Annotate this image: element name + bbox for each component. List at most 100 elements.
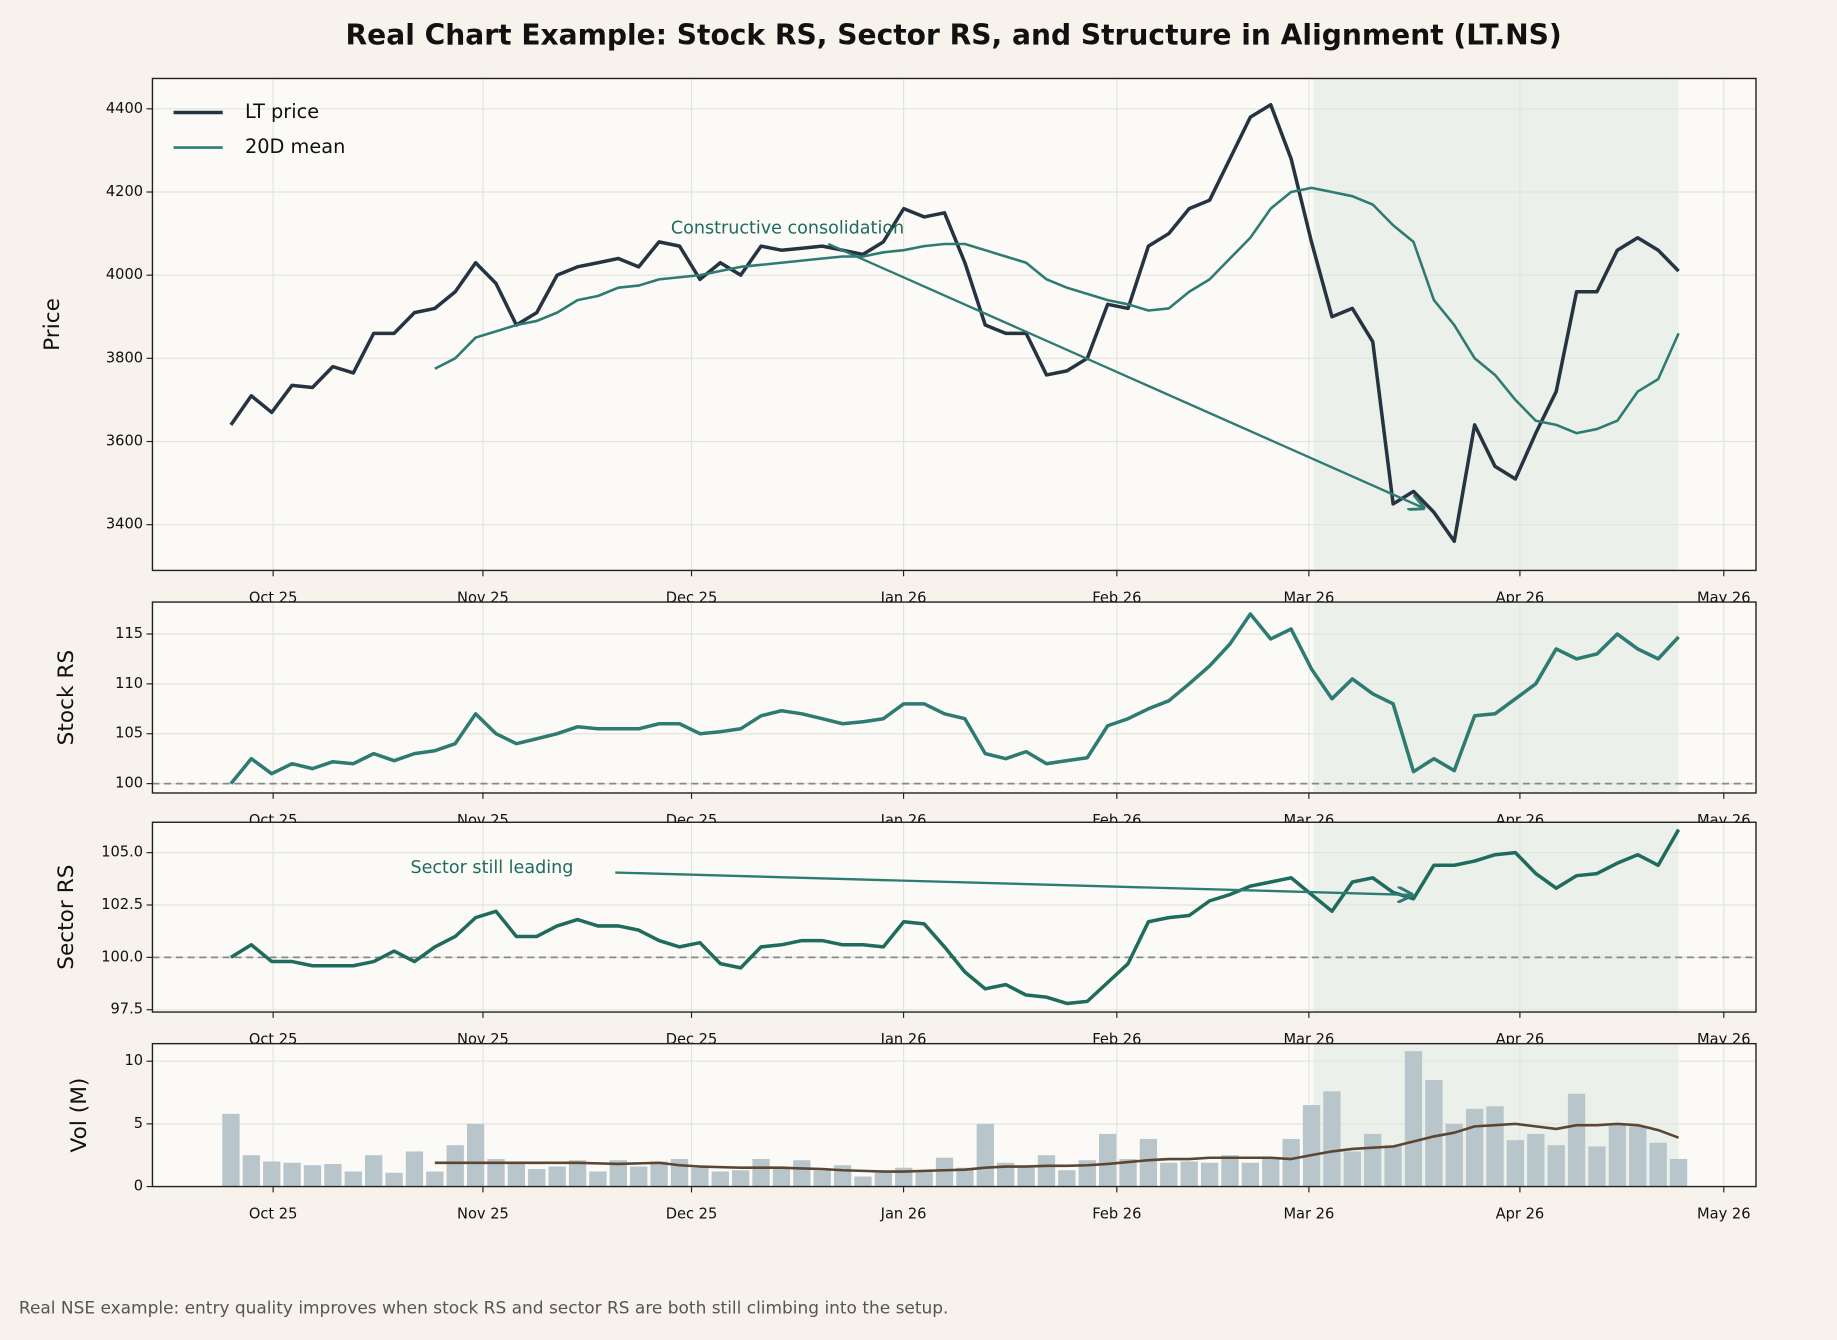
highlight-zone: [1313, 822, 1679, 1013]
volume-bar: [1649, 1142, 1667, 1187]
volume-bar: [1608, 1123, 1627, 1187]
volume-bar: [1567, 1093, 1586, 1187]
volume-bar: [976, 1123, 994, 1187]
volume-bar: [385, 1172, 403, 1187]
y-axis-label: Stock RS: [54, 650, 79, 746]
y-tick-label: 110: [115, 675, 143, 692]
x-tick-label: Jan 26: [880, 1206, 927, 1223]
x-tick-label: Oct 25: [249, 1206, 298, 1223]
volume-bar: [874, 1172, 893, 1187]
x-tick-label: Feb 26: [1092, 1206, 1141, 1223]
annotation: Constructive consolidation: [671, 219, 904, 239]
volume-bar: [1017, 1167, 1035, 1187]
volume-bar: [1343, 1151, 1361, 1187]
y-tick-label: 3800: [106, 349, 143, 366]
x-tick-label: Apr 26: [1496, 1206, 1545, 1223]
annotation-arrow: [827, 242, 1423, 508]
volume-bar: [956, 1167, 974, 1187]
volume-bar: [650, 1161, 668, 1187]
volume-bar: [405, 1151, 424, 1187]
volume-bar: [568, 1160, 587, 1187]
volume-bar: [324, 1163, 342, 1187]
volume-bar: [283, 1162, 301, 1187]
volume-bar: [1241, 1162, 1260, 1187]
volume-bar: [242, 1155, 260, 1187]
series-line: [229, 102, 1680, 544]
volume-bar: [1058, 1170, 1076, 1187]
volume-bar: [1139, 1138, 1158, 1187]
volume-bar: [915, 1170, 933, 1187]
series-line: [229, 612, 1680, 785]
y-tick-label: 5: [134, 1115, 143, 1132]
volume-bar: [222, 1113, 240, 1187]
volume-bar: [609, 1160, 627, 1187]
highlight-zone: [1313, 602, 1679, 793]
legend-label: LT price: [245, 100, 319, 123]
volume-bar: [1282, 1138, 1300, 1187]
x-tick-label: Mar 26: [1283, 1206, 1334, 1223]
volume-bar: [691, 1167, 709, 1187]
volume-bar: [630, 1166, 648, 1187]
y-tick-label: 105: [115, 725, 143, 742]
volume-bar: [935, 1157, 954, 1187]
y-tick-label: 10: [124, 1052, 143, 1069]
legend-label: 20D mean: [245, 135, 345, 158]
volume-bar: [487, 1158, 505, 1187]
axes-frame: [151, 77, 1757, 572]
volume-bar: [854, 1176, 872, 1187]
volume-bar: [263, 1161, 281, 1187]
volume-bar: [1486, 1106, 1504, 1187]
y-axis-label: Sector RS: [54, 864, 79, 969]
volume-bar: [1119, 1158, 1137, 1187]
plot-area: [152, 78, 1756, 571]
volume-bar: [1160, 1162, 1178, 1187]
volume-bar: [446, 1145, 464, 1187]
y-tick-label: 115: [115, 625, 143, 642]
volume-bar: [1302, 1105, 1321, 1187]
y-tick-label: 102.5: [101, 896, 143, 913]
volume-bar: [1404, 1051, 1423, 1187]
volume-bar: [344, 1171, 362, 1187]
figure-title: Real Chart Example: Stock RS, Sector RS,…: [346, 18, 1562, 51]
annotation-arrow: [615, 871, 1412, 895]
volume-bar: [1506, 1140, 1525, 1187]
series-line: [434, 186, 1680, 435]
volume-bar: [1323, 1091, 1341, 1187]
axes-frame: [151, 601, 1757, 794]
volume-bar: [1098, 1133, 1117, 1187]
volume-bar: [466, 1123, 485, 1187]
volume-bar: [548, 1166, 566, 1187]
volume-bar: [793, 1160, 811, 1187]
y-tick-label: 0: [134, 1178, 143, 1195]
y-tick-label: 100: [115, 775, 143, 792]
y-axis-label: Price: [40, 298, 65, 351]
y-tick-label: 3400: [106, 516, 143, 533]
highlight-zone: [1313, 78, 1679, 571]
volume-bar: [528, 1169, 546, 1187]
y-tick-label: 4400: [106, 100, 143, 117]
volume-bar: [813, 1170, 831, 1187]
series-line: [230, 828, 1681, 1006]
y-tick-label: 100.0: [101, 948, 143, 965]
x-tick-label: Nov 25: [457, 1206, 509, 1223]
volume-bar: [1037, 1155, 1056, 1187]
annotation: Sector still leading: [410, 858, 573, 878]
volume-bar: [1180, 1161, 1198, 1187]
volume-bar: [1425, 1080, 1443, 1187]
volume-bar: [833, 1165, 852, 1187]
x-tick-label: Dec 25: [666, 1206, 718, 1223]
volume-bar: [670, 1158, 689, 1187]
volume-bar: [1445, 1123, 1463, 1187]
volume-bar: [752, 1158, 770, 1187]
volume-bar: [1262, 1158, 1280, 1187]
volume-bar: [589, 1171, 607, 1187]
y-tick-label: 97.5: [111, 1001, 144, 1018]
volume-bar: [731, 1170, 750, 1187]
y-tick-label: 105.0: [101, 844, 143, 861]
volume-bar: [711, 1171, 729, 1187]
volume-bar: [1588, 1146, 1606, 1187]
volume-bar: [772, 1169, 791, 1187]
volume-bar: [1364, 1133, 1382, 1187]
volume-bar: [1384, 1145, 1402, 1187]
volume-bar: [1465, 1108, 1484, 1187]
